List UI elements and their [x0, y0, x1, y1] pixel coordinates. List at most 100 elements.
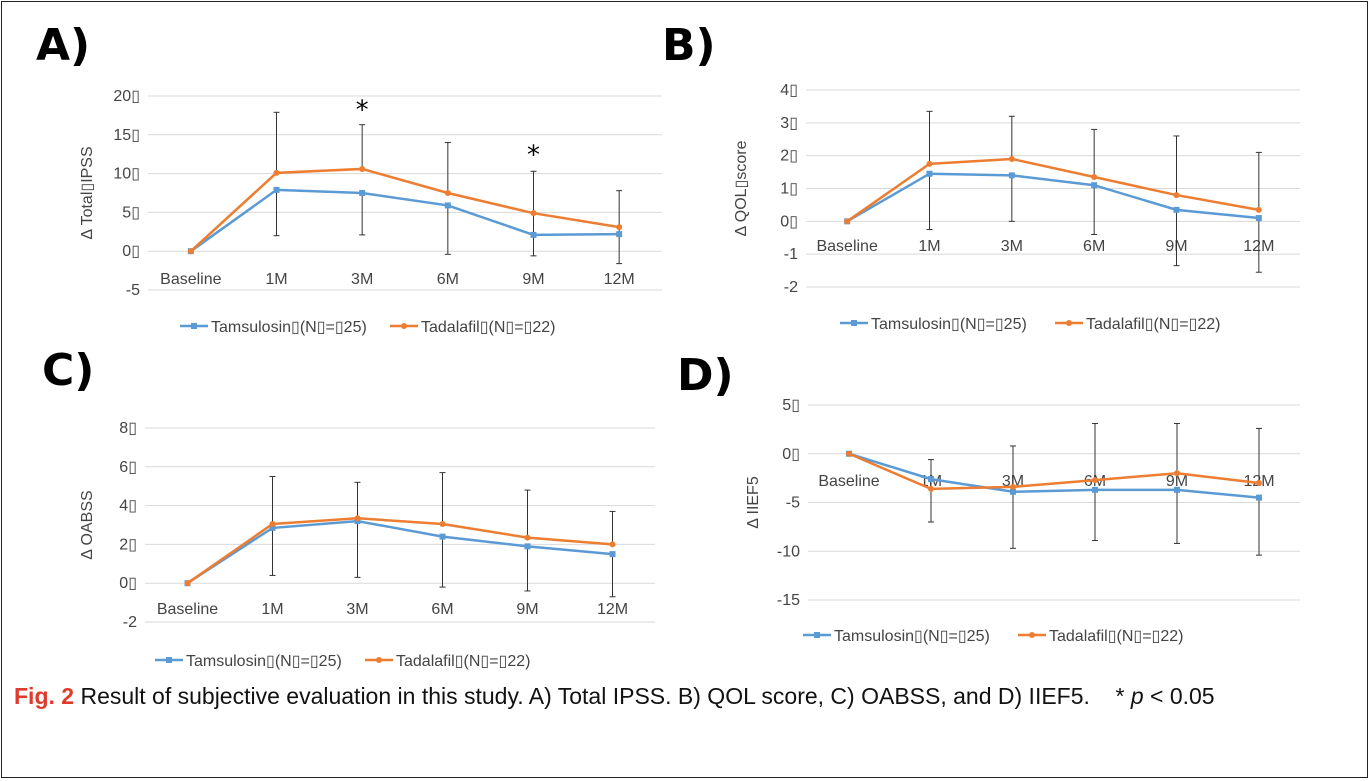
x-tick-label: 1M: [265, 271, 287, 288]
caption-fig-label: Fig. 2: [14, 683, 75, 709]
y-tick-label: 4▯: [780, 82, 798, 99]
data-point: [184, 580, 191, 587]
y-tick-label: -15: [777, 592, 800, 609]
y-tick-label: 0▯: [780, 213, 798, 230]
data-point: [269, 524, 276, 531]
x-tick-label: 1M: [918, 238, 940, 255]
legend-marker: [851, 320, 857, 326]
legend-label: Tadalafil▯(N▯=▯22): [1049, 628, 1183, 645]
data-point: [359, 165, 366, 172]
x-tick-label: Baseline: [816, 238, 877, 255]
data-point: [354, 515, 361, 522]
x-tick-label: 9M: [516, 601, 538, 618]
y-tick-label: 20▯: [113, 88, 140, 105]
legend-label: Tamsulosin▯(N▯=▯25): [871, 316, 1027, 333]
x-tick-label: 9M: [522, 271, 544, 288]
data-point: [616, 224, 623, 231]
x-tick-label: 12M: [597, 601, 628, 618]
x-tick-label: 3M: [351, 271, 373, 288]
x-tick-label: 1M: [261, 601, 283, 618]
x-tick-label: 9M: [1166, 473, 1188, 490]
data-point: [926, 160, 933, 167]
x-tick-label: Baseline: [157, 601, 218, 618]
data-point: [530, 210, 537, 217]
legend-label: Tamsulosin▯(N▯=▯25): [186, 653, 342, 670]
x-tick-label: 6M: [1083, 238, 1105, 255]
data-point: [1092, 486, 1098, 493]
data-point: [1174, 486, 1180, 493]
x-tick-label: 6M: [431, 601, 453, 618]
legend-marker: [401, 323, 407, 329]
x-tick-label: 6M: [437, 271, 459, 288]
data-point: [1256, 494, 1262, 501]
data-point: [616, 231, 623, 238]
data-point: [609, 541, 616, 548]
legend-marker: [1029, 632, 1035, 638]
y-tick-label: 6▯: [119, 459, 137, 476]
y-tick-label: 5▯: [122, 204, 140, 221]
y-axis-label: Δ OABSS: [79, 490, 96, 559]
data-point: [359, 190, 366, 196]
data-point: [1008, 155, 1015, 162]
significance-annotation: *: [527, 140, 540, 170]
data-point: [844, 218, 851, 225]
chart-panel-1: A) -5 0▯ 5▯ 10▯ 15▯ 20▯ Δ Total▯IPSS Baseline 1M 3…: [36, 20, 662, 336]
data-point: [1255, 215, 1262, 222]
chart-panel-2: B) -2 -1 0▯ 1▯ 2▯ 3▯ 4▯ Δ QOL▯score Baseline 1M 3M 6…: [662, 20, 1300, 333]
y-tick-label: -5: [126, 282, 140, 299]
data-point: [273, 186, 280, 193]
chart-panel-3: C) -2 0▯ 2▯ 4▯ 6▯ 8▯ Δ OABSS Baseline 1M 3M 6M 9M 12M…: [42, 345, 655, 670]
significance-annotation: *: [356, 95, 369, 125]
data-point: [187, 248, 194, 255]
y-tick-label: 2▯: [119, 536, 137, 553]
data-point: [269, 521, 276, 528]
data-point: [1010, 483, 1016, 490]
y-tick-label: 15▯: [113, 127, 140, 144]
figure-caption: Fig. 2 Result of subjective evaluation i…: [14, 680, 1354, 713]
series-line: [189, 167, 620, 253]
panel-label: C): [42, 345, 94, 396]
legend-label: Tamsulosin▯(N▯=▯25): [211, 319, 367, 336]
data-point: [1091, 182, 1098, 189]
y-tick-label: 5▯: [782, 397, 800, 414]
y-tick-label: 2▯: [780, 148, 798, 165]
data-point: [444, 202, 451, 209]
data-point: [1008, 172, 1015, 179]
y-axis-label: Δ Total▯IPSS: [79, 146, 96, 239]
caption-text: Result of subjective evaluation in this …: [74, 683, 1090, 709]
y-axis-label: Δ QOL▯score: [733, 140, 750, 236]
legend-label: Tamsulosin▯(N▯=▯25): [834, 628, 990, 645]
series-line: [848, 452, 1260, 491]
data-point: [439, 533, 446, 540]
x-tick-label: 12M: [604, 271, 635, 288]
data-point: [1091, 174, 1098, 181]
data-point: [928, 485, 934, 492]
series-line: [186, 519, 613, 585]
caption-sig-p: p: [1130, 683, 1144, 709]
data-point: [273, 169, 280, 176]
y-tick-label: 1▯: [780, 181, 798, 198]
data-point: [1255, 206, 1262, 213]
y-tick-label: 0▯: [782, 446, 800, 463]
x-tick-label: Baseline: [818, 473, 879, 490]
data-point: [524, 534, 531, 541]
y-tick-label: 3▯: [780, 115, 798, 132]
data-point: [1173, 192, 1180, 199]
data-point: [928, 476, 934, 483]
y-tick-label: 4▯: [119, 498, 137, 515]
legend-marker: [814, 632, 820, 638]
data-point: [444, 190, 451, 196]
series-line: [190, 188, 620, 253]
data-point: [1256, 480, 1262, 486]
y-tick-label: 8▯: [119, 420, 137, 437]
data-point: [524, 543, 531, 550]
y-tick-label: -2: [123, 614, 137, 631]
legend-label: Tadalafil▯(N▯=▯22): [396, 653, 530, 670]
data-point: [1010, 488, 1016, 495]
y-tick-label: 10▯: [113, 166, 140, 183]
data-point: [530, 231, 537, 238]
y-tick-label: -10: [777, 543, 800, 560]
data-point: [926, 170, 933, 177]
series-line: [186, 516, 613, 585]
